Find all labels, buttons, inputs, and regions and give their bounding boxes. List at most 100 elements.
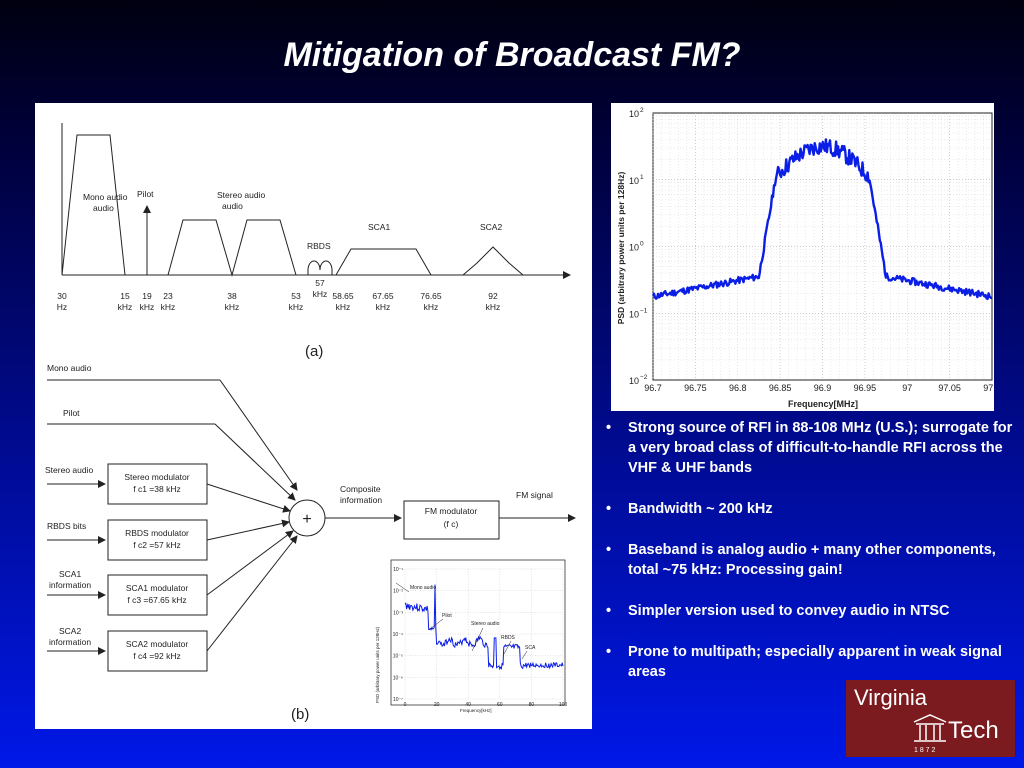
slide-title: Mitigation of Broadcast FM? (283, 36, 741, 74)
sca1-modulator-label: SCA1 modulator (126, 583, 189, 593)
inset-xtick: 60 (497, 702, 503, 708)
psd-xtick: 96.75 (684, 383, 707, 393)
psd-xtick: 96.85 (769, 383, 792, 393)
band-label-sca2: SCA2 (480, 222, 502, 232)
psd-ytick: 10 (629, 176, 639, 186)
tick-unit: kHz (289, 302, 304, 312)
inset-ytick: 10⁻⁷ (393, 697, 403, 703)
logo-building-icon (913, 714, 947, 742)
input-pilot: Pilot (63, 408, 80, 418)
composite-label: Composite (340, 484, 381, 494)
inset-ytick: 10⁻³ (393, 610, 403, 616)
psd-ytick-exp: −2 (640, 374, 648, 381)
psd-xlabel: Frequency[MHz] (788, 399, 858, 409)
input-stereo-audio: Stereo audio (45, 465, 93, 475)
tick-unit: kHz (225, 302, 240, 312)
psd-xtick: 96.8 (729, 383, 747, 393)
psd-plot: 96.7 96.75 96.8 96.85 96.9 96.95 97 97.05 97.1 1… (616, 107, 1001, 409)
tick-label: 38 (227, 291, 237, 301)
stereo-modulator-freq: f c1 =38 kHz (133, 484, 180, 494)
tick-label: 30 (57, 291, 67, 301)
psd-ytick: 10 (629, 109, 639, 119)
input-sca2: SCA2 (59, 626, 81, 636)
logo-year: 1 8 7 2 (914, 747, 936, 754)
psd-xtick: 97 (902, 383, 912, 393)
band-label-pilot: Pilot (137, 189, 154, 199)
inset-ylabel: PSD (arbitrary power units per 128Hz) (375, 626, 380, 703)
band-label-mono-2: audio (93, 203, 114, 213)
fm-diagram: Mono audio audio Pilot Stereo audio audi… (45, 123, 576, 723)
psd-xtick: 96.9 (814, 383, 832, 393)
virginia-tech-logo: Virginia Tech 1 8 7 2 (846, 680, 1015, 757)
fm-diagram-panel: Mono audio audio Pilot Stereo audio audi… (35, 103, 592, 729)
inset-ytick: 10⁻⁴ (393, 632, 403, 638)
caption-b: (b) (291, 706, 309, 723)
inset-ann-pilot: Pilot (442, 613, 452, 619)
tick-label: 92 (488, 291, 498, 301)
bullet-ntsc: Simpler version used to convey audio in … (600, 601, 1020, 621)
inset-ann-stereo: Stereo audio (471, 621, 500, 627)
modulation-block-diagram: Mono audio Pilot Stereo audio RBDS bits … (45, 363, 576, 672)
tick-label: 23 (163, 291, 173, 301)
tick-unit: kHz (140, 302, 155, 312)
baseband-spectrum (61, 123, 571, 279)
tick-unit: kHz (486, 302, 501, 312)
psd-xtick: 96.7 (644, 383, 662, 393)
logo-text-virginia: Virginia (854, 685, 928, 710)
inset-ytick: 10⁻⁶ (393, 675, 403, 681)
rbds-modulator-freq: f c2 =57 kHz (133, 540, 180, 550)
psd-xtick: 96.95 (854, 383, 877, 393)
band-label-stereo-2: audio (222, 201, 243, 211)
input-mono-audio: Mono audio (47, 363, 92, 373)
psd-xtick: 97.1 (983, 383, 994, 393)
psd-plot-panel: 96.7 96.75 96.8 96.85 96.9 96.95 97 97.05 97.1 1… (611, 103, 1001, 411)
inset-ann-sca: SCA (525, 645, 536, 651)
logo-text-tech: Tech (948, 717, 999, 744)
fm-signal-label: FM signal (516, 490, 553, 500)
inset-ytick: 10⁻¹ (393, 567, 403, 573)
bullet-bandwidth: Bandwidth ~ 200 kHz (600, 499, 1020, 519)
tick-unit: kHz (336, 302, 351, 312)
input-sca1-info: information (49, 580, 91, 590)
psd-ytick: 10 (629, 376, 639, 386)
tick-unit: Hz (57, 302, 67, 312)
tick-label: 58.65 (332, 291, 354, 301)
tick-unit: kHz (118, 302, 133, 312)
tick-unit: kHz (376, 302, 391, 312)
fm-modulator-freq: (f c) (444, 519, 459, 529)
caption-a: (a) (305, 343, 323, 360)
tick-unit: kHz (313, 289, 328, 299)
psd-ytick-exp: −1 (640, 307, 648, 314)
tick-label: 19 (142, 291, 152, 301)
psd-ytick: 10 (629, 309, 639, 319)
inset-xlabel: Frequency[kHz] (460, 708, 492, 713)
band-label-stereo: Stereo audio (217, 190, 265, 200)
inset-xtick: 20 (434, 702, 440, 708)
psd-xtick: 97.05 (938, 383, 961, 393)
tick-label: 67.65 (372, 291, 394, 301)
tick-label: 57 (315, 278, 325, 288)
tick-label: 76.65 (420, 291, 442, 301)
inset-xtick: 80 (529, 702, 535, 708)
bullet-multipath: Prone to multipath; especially apparent … (600, 642, 1020, 682)
bullet-rfi-source: Strong source of RFI in 88-108 MHz (U.S.… (600, 418, 1020, 478)
sca2-modulator-label: SCA2 modulator (126, 639, 189, 649)
summing-plus: + (302, 511, 311, 528)
baseband-psd-inset: 10⁻¹ 10⁻² 10⁻³ 10⁻⁴ 10⁻⁵ 10⁻⁶ 10⁻⁷ 0 20 40 60 80 10… (375, 559, 568, 713)
inset-ytick: 10⁻⁵ (393, 654, 403, 660)
rbds-modulator-label: RBDS modulator (125, 528, 189, 538)
band-label-sca1: SCA1 (368, 222, 390, 232)
inset-xtick: 100 (559, 702, 568, 708)
fm-modulator-label: FM modulator (425, 506, 478, 516)
inset-ann-mono: Mono audio (410, 585, 436, 591)
band-label-mono: Mono audio (83, 192, 128, 202)
bullet-list: Strong source of RFI in 88-108 MHz (U.S.… (600, 418, 1020, 703)
input-sca2-info: information (49, 637, 91, 647)
fm-modulator-box (403, 500, 500, 540)
psd-ytick-exp: 2 (640, 107, 644, 114)
psd-ytick-exp: 1 (640, 174, 644, 181)
input-rbds-bits: RBDS bits (47, 521, 86, 531)
tick-unit: kHz (424, 302, 439, 312)
tick-label: 53 (291, 291, 301, 301)
